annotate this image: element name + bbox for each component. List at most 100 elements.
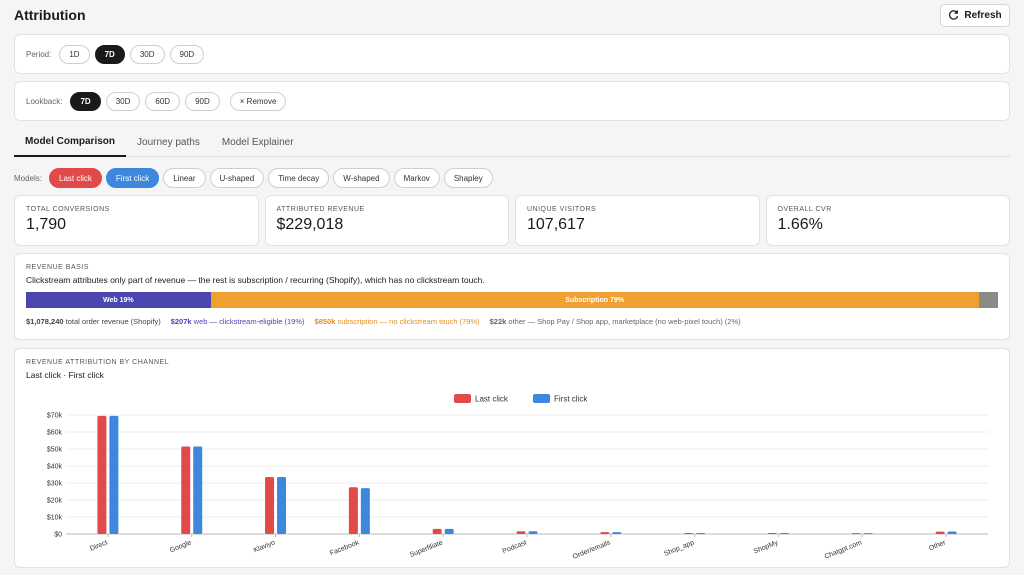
channel-chart-card: REVENUE ATTRIBUTION BY CHANNEL Last clic… [14, 348, 1010, 568]
period-option-30d[interactable]: 30D [129, 44, 165, 64]
refresh-icon [949, 10, 959, 20]
y-tick-label: $70k [47, 413, 63, 420]
bar-first-click-other [947, 531, 957, 534]
period-option-1d[interactable]: 1D [59, 44, 90, 64]
legend-swatch [533, 394, 550, 403]
bar-last-click-order-emails [600, 532, 610, 534]
refresh-button[interactable]: Refresh [940, 4, 1010, 27]
bar-last-click-other [935, 531, 945, 534]
model-option-time-decay[interactable]: Time decay [268, 168, 330, 188]
bar-first-click-shopmy [779, 532, 789, 534]
revenue-basis-card: REVENUE BASIS Clickstream attributes onl… [14, 253, 1010, 340]
stat-value: $229,018 [276, 216, 344, 233]
legend-label: Last click [475, 395, 509, 404]
bar-first-click-shop-app [696, 532, 706, 534]
total-revenue-text: total order revenue (Shopify) [65, 317, 161, 326]
page-title: Attribution [14, 7, 86, 23]
x-tick-label: Chatgpt.com [824, 539, 864, 560]
stat-label: ATTRIBUTED REVENUE [276, 206, 365, 213]
bar-last-click-podcast [516, 531, 526, 534]
stat-label: TOTAL CONVERSIONS [26, 206, 110, 213]
page-header: Attribution Refresh [14, 0, 1010, 30]
lookback-remove-button[interactable]: × Remove [229, 91, 287, 111]
tab-model-explainer[interactable]: Model Explainer [221, 137, 294, 148]
y-tick-label: $0 [54, 532, 62, 539]
bar-last-click-klaviyo [265, 477, 275, 534]
subscription-revenue-text: subscription — no clickstream touch (79%… [337, 317, 480, 326]
bar-last-click-facebook [348, 487, 358, 534]
model-option-shapley[interactable]: Shapley [443, 168, 493, 188]
model-option-linear[interactable]: Linear [163, 168, 206, 188]
period-card: Period: 1D 7D 30D 90D [14, 34, 1010, 74]
revenue-segment-web-19: Web 19% [26, 292, 211, 308]
model-option-markov[interactable]: Markov [393, 168, 440, 188]
model-option-w-shaped[interactable]: W-shaped [333, 168, 390, 188]
stat-label: OVERALL CVR [777, 206, 832, 213]
period-label: Period: [26, 49, 52, 59]
models-label: Models: [14, 173, 43, 183]
chart-subtitle: Last click · First click [26, 370, 104, 380]
x-tick-label: Order/emails [572, 539, 612, 561]
total-revenue-value: $1,078,240 [26, 317, 64, 326]
x-tick-label: Other [928, 539, 947, 552]
stat-value: 1.66% [777, 216, 823, 233]
x-tick-label: Google [169, 539, 193, 554]
bar-first-click-order-emails [612, 532, 622, 534]
x-tick-label: Klaviyo [253, 539, 277, 554]
model-option-first-click[interactable]: First click [105, 168, 160, 188]
tab-journey-paths[interactable]: Journey paths [137, 137, 200, 148]
chart-section-label: REVENUE ATTRIBUTION BY CHANNEL [26, 359, 170, 366]
lookback-option-60d[interactable]: 60D [145, 91, 181, 111]
period-option-7d[interactable]: 7D [94, 44, 125, 64]
stat-value: 1,790 [26, 216, 67, 233]
lookback-option-90d[interactable]: 90D [185, 91, 220, 111]
bar-last-click-chatgpt-com [851, 533, 861, 535]
revenue-basis-bar: Web 19% Subscription 79% [26, 292, 998, 308]
stat-value: 107,617 [527, 216, 585, 233]
revenue-segment-other [978, 292, 998, 308]
refresh-label: Refresh [964, 10, 1002, 21]
y-tick-label: $40k [47, 464, 63, 471]
bar-first-click-google [193, 446, 203, 534]
legend-swatch [454, 394, 471, 403]
stat-card-overall-cvr: OVERALL CVR 1.66% [765, 195, 1010, 246]
bar-first-click-direct [109, 415, 119, 534]
bar-last-click-google [181, 446, 191, 534]
period-option-90d[interactable]: 90D [169, 44, 205, 64]
tab-model-comparison[interactable]: Model Comparison [14, 128, 127, 157]
lookback-option-30d[interactable]: 30D [105, 91, 141, 111]
other-revenue-value: $22k [489, 317, 507, 326]
x-tick-label: Direct [89, 539, 109, 552]
model-option-last-click[interactable]: Last click [49, 168, 102, 188]
bar-last-click-shopmy [767, 532, 777, 534]
bar-first-click-superfiliate [444, 528, 454, 534]
lookback-label: Lookback: [26, 96, 63, 106]
revenue-basis-legend: $1,078,240 total order revenue (Shopify)… [26, 317, 998, 326]
x-tick-label: Superfiliate [409, 539, 444, 559]
lookback-option-7d[interactable]: 7D [70, 91, 101, 111]
x-tick-label: ShopMy [753, 539, 780, 555]
stats-row: TOTAL CONVERSIONS 1,790 ATTRIBUTED REVENUE… [14, 195, 1010, 246]
y-tick-label: $30k [47, 481, 63, 488]
bar-last-click-shop-app [684, 532, 694, 534]
bar-first-click-chatgpt-com [863, 533, 873, 535]
bar-last-click-superfiliate [432, 528, 442, 534]
lookback-card: Lookback: 7D 30D 60D 90D × Remove [14, 81, 1010, 121]
stat-label: UNIQUE VISITORS [527, 206, 597, 213]
channel-bar-chart: $0 $10k $20k $30k $40k $50k $60k $70k Last click… [47, 394, 988, 561]
y-tick-label: $10k [47, 515, 63, 522]
stat-card-unique-visitors: UNIQUE VISITORS 107,617 [515, 195, 760, 246]
subscription-revenue-value: $850k [314, 317, 336, 326]
x-tick-label: Shop_app [663, 539, 695, 557]
revenue-basis-description: Clickstream attributes only part of reve… [26, 275, 485, 285]
models-row: Models: Last click First click Linear U-sha… [14, 168, 493, 188]
bar-last-click-direct [97, 415, 107, 534]
y-tick-label: $60k [47, 430, 63, 437]
revenue-segment-subscription-79: Subscription 79% [210, 292, 979, 308]
stat-card-total-conversions: TOTAL CONVERSIONS 1,790 [14, 195, 259, 246]
x-tick-label: Podcast [502, 539, 528, 555]
stat-card-attributed-revenue: ATTRIBUTED REVENUE $229,018 [264, 195, 509, 246]
bar-first-click-klaviyo [277, 477, 287, 534]
web-revenue-text: web — clickstream-eligible (19%) [193, 317, 305, 326]
model-option-u-shaped[interactable]: U-shaped [209, 168, 265, 188]
